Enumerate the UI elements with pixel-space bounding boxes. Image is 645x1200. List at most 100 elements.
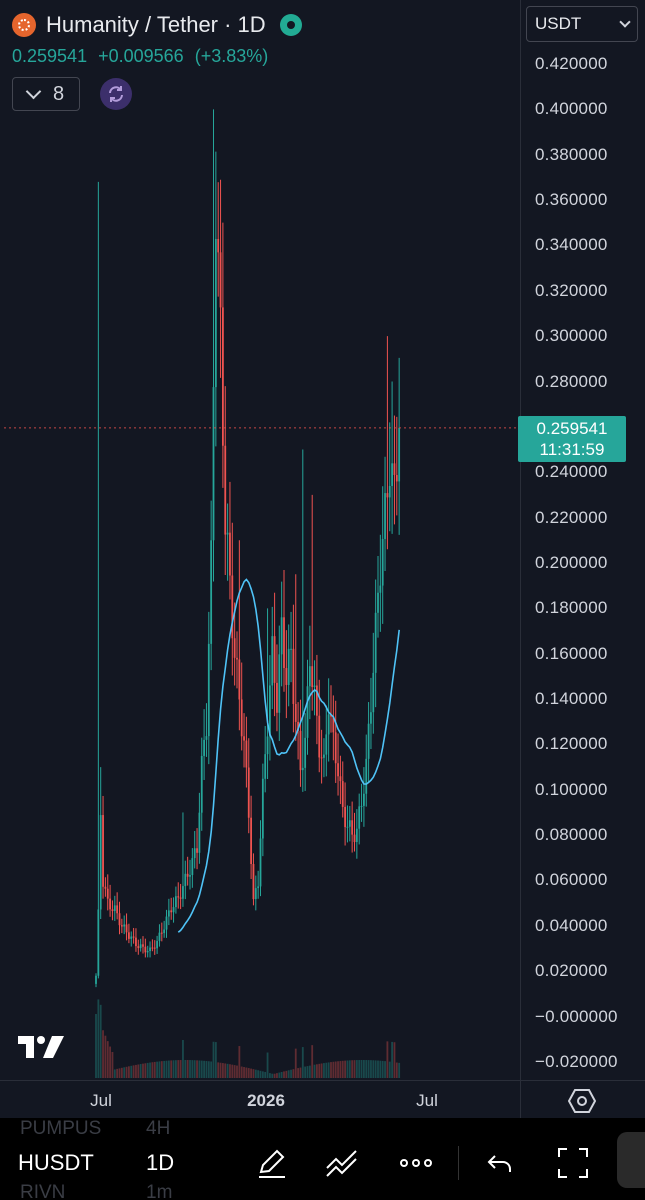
volume-bar xyxy=(160,1061,163,1078)
volume-bar xyxy=(214,1042,217,1078)
candle-body xyxy=(278,654,281,713)
volume-bar xyxy=(299,1067,302,1078)
symbol-title[interactable]: Humanity / Tether · 1D xyxy=(46,12,266,37)
price-tick-label: 0.360000 xyxy=(535,190,608,210)
candle-body xyxy=(318,715,321,758)
volume-bar xyxy=(203,1060,205,1078)
candle-body xyxy=(398,427,401,482)
chart-pane[interactable] xyxy=(4,0,520,1080)
volume-bar xyxy=(207,1061,210,1078)
volume-bar xyxy=(334,1061,337,1078)
candle-body xyxy=(259,838,262,887)
candle-body xyxy=(325,734,328,755)
volume-bar xyxy=(318,1063,321,1078)
volume-bar xyxy=(337,1061,339,1078)
volume-bar xyxy=(240,1066,243,1078)
volume-bar xyxy=(226,1063,229,1078)
side-panel-button[interactable] xyxy=(617,1132,645,1188)
candle-body xyxy=(290,648,292,650)
more-button[interactable] xyxy=(398,1146,434,1185)
trend-lines-button[interactable] xyxy=(324,1146,360,1185)
chevron-down-icon xyxy=(25,83,42,99)
candle-body xyxy=(156,940,158,949)
volume-bar xyxy=(219,1062,222,1078)
candle-body xyxy=(219,252,222,308)
candle-body xyxy=(323,754,325,758)
last-price: 0.259541 xyxy=(12,46,88,66)
candle-body xyxy=(250,817,252,865)
market-status-icon[interactable] xyxy=(279,14,302,36)
indicators-toggle-button[interactable]: 8 xyxy=(12,77,80,111)
candle-body xyxy=(193,848,196,859)
trend-lines-icon xyxy=(326,1150,357,1177)
volume-bar xyxy=(320,1063,323,1078)
drawing-tool-button[interactable] xyxy=(255,1146,289,1185)
symbol-button[interactable]: HUSDT xyxy=(18,1150,94,1175)
candle-body xyxy=(269,685,271,737)
indicator-count: 8 xyxy=(52,82,65,105)
volume-bar xyxy=(379,1060,382,1078)
volume-bar xyxy=(252,1069,255,1078)
fullscreen-icon xyxy=(558,1148,588,1178)
candle-body xyxy=(113,905,116,912)
price-axis[interactable]: 0.420000 0.400000 0.380000 0.360000 0.340000… xyxy=(520,0,645,1080)
chart-settings-button[interactable] xyxy=(567,1088,597,1119)
candle-body xyxy=(217,239,220,253)
volume-bar xyxy=(182,1040,184,1078)
price-tick-label: 0.140000 xyxy=(535,689,608,709)
volume-bar xyxy=(313,1064,316,1078)
volume-bar xyxy=(186,1060,189,1078)
tradingview-logo-icon xyxy=(18,1034,66,1065)
price-tick-label: 0.300000 xyxy=(535,326,608,346)
volume-bar xyxy=(341,1060,344,1078)
bar-countdown: 11:31:59 xyxy=(539,439,605,459)
toolbar-separator xyxy=(458,1146,459,1180)
candle-body xyxy=(294,703,297,722)
volume-bar xyxy=(276,1073,278,1078)
candlestick-chart[interactable] xyxy=(4,0,520,1080)
candle-body xyxy=(144,946,147,953)
volume-bar xyxy=(327,1062,330,1078)
chart-header: Humanity / Tether · 1D 0.259541 +0.00956… xyxy=(12,12,302,111)
candle-body xyxy=(240,699,243,737)
candle-body xyxy=(273,636,276,683)
price-tick-label: 0.080000 xyxy=(535,825,608,845)
volume-bar xyxy=(132,1065,135,1078)
volume-bar xyxy=(179,1060,182,1078)
interval-button[interactable]: 1D xyxy=(146,1150,175,1175)
candle-body xyxy=(198,812,201,853)
volume-bar xyxy=(283,1071,285,1078)
volume-bar xyxy=(245,1067,248,1078)
time-axis[interactable]: Jul 2026 Jul xyxy=(0,1080,520,1119)
sync-button[interactable] xyxy=(100,78,132,110)
fullscreen-button[interactable] xyxy=(556,1146,590,1185)
price-tick-label: 0.340000 xyxy=(535,235,608,255)
price-tick-label: 0.160000 xyxy=(535,643,608,663)
candle-body xyxy=(226,532,229,535)
volume-bar xyxy=(177,1060,180,1078)
ghost-symbol: PUMPUS xyxy=(20,1118,102,1139)
candles xyxy=(95,109,401,988)
price-tick-label: −0.020000 xyxy=(535,1051,618,1071)
volume-bar xyxy=(167,1060,170,1078)
volume-bar xyxy=(297,1068,299,1078)
undo-button[interactable] xyxy=(485,1146,515,1185)
volume-bar xyxy=(344,1060,346,1078)
volume-bar xyxy=(367,1060,370,1078)
volume-bar xyxy=(172,1060,175,1078)
candle-body xyxy=(214,239,217,388)
candle-body xyxy=(125,924,128,933)
ghost-symbol: RIVN xyxy=(20,1182,66,1200)
candle-body xyxy=(179,897,182,899)
price-tick-label: 0.320000 xyxy=(535,280,608,300)
currency-select[interactable]: USDT xyxy=(526,6,638,42)
volume-bar xyxy=(363,1060,365,1078)
volume-bar xyxy=(118,1068,121,1078)
price-tick-label: 0.420000 xyxy=(535,54,608,73)
candle-body xyxy=(297,721,299,731)
ghost-interval: 1m xyxy=(146,1182,173,1200)
candle-body xyxy=(142,944,144,947)
candle-body xyxy=(120,925,123,927)
candle-body xyxy=(381,538,384,586)
undo-icon xyxy=(487,1155,511,1172)
